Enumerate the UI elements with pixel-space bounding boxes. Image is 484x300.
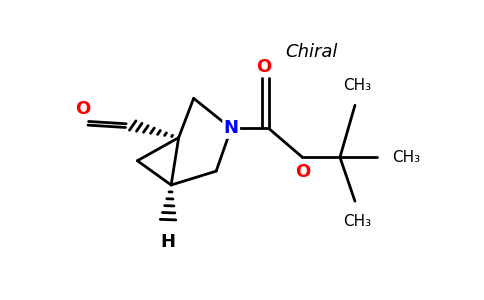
Text: CH₃: CH₃: [343, 214, 371, 229]
Text: Chiral: Chiral: [286, 43, 338, 61]
Text: O: O: [76, 100, 91, 118]
Text: O: O: [295, 163, 310, 181]
Text: N: N: [224, 119, 239, 137]
Text: CH₃: CH₃: [343, 78, 371, 93]
Text: O: O: [257, 58, 272, 76]
Text: H: H: [160, 232, 175, 250]
Text: CH₃: CH₃: [393, 150, 421, 165]
